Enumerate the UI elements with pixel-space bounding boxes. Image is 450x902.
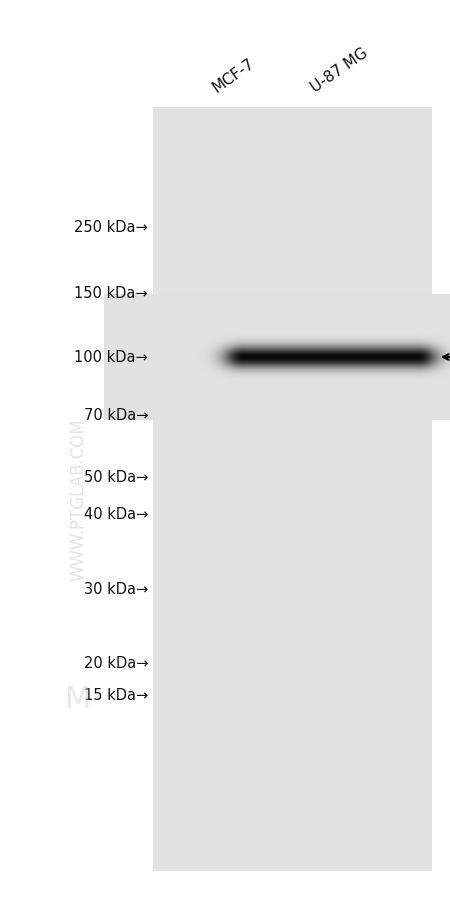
Text: 150 kDa→: 150 kDa→ <box>74 286 148 301</box>
Text: M: M <box>65 685 91 713</box>
Text: 70 kDa→: 70 kDa→ <box>84 408 148 423</box>
Text: 40 kDa→: 40 kDa→ <box>84 507 148 522</box>
Text: 100 kDa→: 100 kDa→ <box>74 350 148 365</box>
Text: 50 kDa→: 50 kDa→ <box>84 470 148 485</box>
Text: 250 kDa→: 250 kDa→ <box>74 220 148 235</box>
Text: MCF-7: MCF-7 <box>210 55 257 95</box>
Text: WWW.PTGLAB.COM: WWW.PTGLAB.COM <box>69 419 87 581</box>
Text: 15 kDa→: 15 kDa→ <box>84 687 148 703</box>
Bar <box>153 108 432 871</box>
Text: 20 kDa→: 20 kDa→ <box>84 656 148 671</box>
Text: 30 kDa→: 30 kDa→ <box>84 582 148 597</box>
Text: U-87 MG: U-87 MG <box>308 45 370 95</box>
